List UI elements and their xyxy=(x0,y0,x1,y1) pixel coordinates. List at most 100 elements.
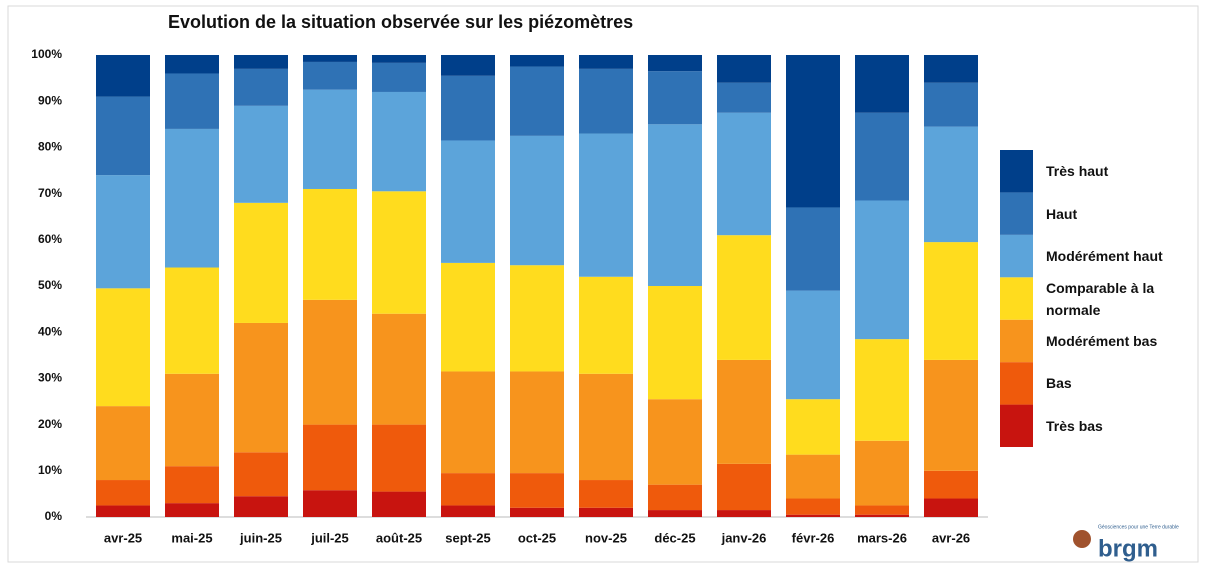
bar-segment xyxy=(855,339,909,441)
bar-segment xyxy=(786,498,840,515)
bar-segment xyxy=(510,507,564,517)
bar-segment xyxy=(303,61,357,90)
x-tick-label: févr-26 xyxy=(792,530,835,545)
bar-segment xyxy=(924,242,978,360)
legend-swatch xyxy=(1000,277,1033,320)
bar-segment xyxy=(924,55,978,83)
bar-segment xyxy=(855,112,909,201)
x-tick-label: nov-25 xyxy=(585,530,627,545)
bar-segment xyxy=(786,55,840,208)
bar-segment xyxy=(165,267,219,374)
bar-segment xyxy=(855,505,909,515)
bar-segment xyxy=(303,490,357,517)
bar-segment xyxy=(372,424,426,492)
x-tick-label: mai-25 xyxy=(171,530,212,545)
bar-segment xyxy=(510,473,564,508)
legend-swatch xyxy=(1000,192,1033,235)
x-tick-label: oct-25 xyxy=(518,530,556,545)
y-tick-label: 90% xyxy=(38,93,62,107)
bar-segment xyxy=(579,507,633,517)
bar-segment xyxy=(441,473,495,506)
bar-segment xyxy=(855,200,909,340)
logo-text: brgm xyxy=(1098,535,1158,562)
bar-segment xyxy=(510,55,564,67)
bar-segment xyxy=(717,235,771,360)
bar-segment xyxy=(717,55,771,83)
x-tick-label: janv-26 xyxy=(721,530,767,545)
bar-segment xyxy=(579,373,633,481)
bar-segment xyxy=(234,55,288,69)
bar-segment xyxy=(855,55,909,113)
bar-segment xyxy=(303,55,357,62)
logo-icon xyxy=(1073,530,1091,548)
bar-segment xyxy=(786,290,840,400)
y-tick-label: 80% xyxy=(38,140,62,154)
bar-segment xyxy=(372,55,426,63)
y-tick-label: 20% xyxy=(38,417,62,431)
y-tick-label: 100% xyxy=(31,47,62,61)
x-tick-label: juil-25 xyxy=(310,530,349,545)
bar-segment xyxy=(372,313,426,425)
bar-segment xyxy=(234,496,288,517)
bar-segment xyxy=(96,175,150,289)
y-tick-label: 30% xyxy=(38,371,62,385)
logo-tagline: Géosciences pour une Terre durable xyxy=(1098,524,1179,530)
legend-label: Modérément haut xyxy=(1046,248,1163,265)
bar-segment xyxy=(510,135,564,266)
bar-segment xyxy=(234,105,288,203)
bar-segment xyxy=(96,406,150,481)
bar-segment xyxy=(786,454,840,499)
y-tick-label: 0% xyxy=(45,509,63,523)
bar-segment xyxy=(648,286,702,400)
bar-segment xyxy=(579,55,633,69)
bar-segment xyxy=(510,265,564,372)
bar-segment xyxy=(510,371,564,474)
bar-segment xyxy=(96,96,150,176)
y-tick-label: 60% xyxy=(38,232,62,246)
bar-segment xyxy=(786,514,840,517)
bar-segment xyxy=(96,480,150,506)
y-tick-label: 50% xyxy=(38,278,62,292)
legend-label: Haut xyxy=(1046,205,1078,222)
bar-segment xyxy=(303,89,357,189)
legend-label: Bas xyxy=(1046,375,1072,392)
bar-segment xyxy=(855,440,909,506)
bar-segment xyxy=(924,470,978,499)
bar-segment xyxy=(372,91,426,192)
x-tick-label: juin-25 xyxy=(239,530,282,545)
bar-segment xyxy=(924,359,978,471)
bar-segment xyxy=(165,373,219,467)
legend-swatch xyxy=(1000,404,1033,447)
bar-segment xyxy=(579,68,633,134)
bar-segment xyxy=(165,55,219,74)
legend-swatch xyxy=(1000,319,1033,363)
bar-segment xyxy=(165,503,219,517)
x-tick-label: mars-26 xyxy=(857,530,907,545)
legend-label: Comparable à la normale xyxy=(1046,279,1155,318)
bar-segment xyxy=(648,484,702,511)
legend-swatch xyxy=(1000,150,1033,193)
y-tick-label: 70% xyxy=(38,186,62,200)
bar-segment xyxy=(165,466,219,504)
bar-segment xyxy=(234,322,288,453)
bar-segment xyxy=(510,66,564,136)
bar-segment xyxy=(648,55,702,72)
legend-label: Très haut xyxy=(1046,163,1109,180)
bar-segment xyxy=(234,452,288,497)
legend-swatch xyxy=(1000,234,1033,278)
bar-segment xyxy=(372,62,426,92)
legend-label: Très bas xyxy=(1046,417,1103,434)
bar-segment xyxy=(96,288,150,407)
bar-segment xyxy=(579,276,633,374)
bar-segment xyxy=(579,133,633,277)
bar-segment xyxy=(372,491,426,517)
bar-segment xyxy=(717,82,771,113)
bar-segment xyxy=(441,75,495,141)
bar-segment xyxy=(165,73,219,129)
bar-segment xyxy=(96,55,150,97)
chart-title: Evolution de la situation observée sur l… xyxy=(168,12,633,32)
x-tick-label: déc-25 xyxy=(654,530,695,545)
x-tick-label: sept-25 xyxy=(445,530,491,545)
bar-segment xyxy=(648,399,702,485)
